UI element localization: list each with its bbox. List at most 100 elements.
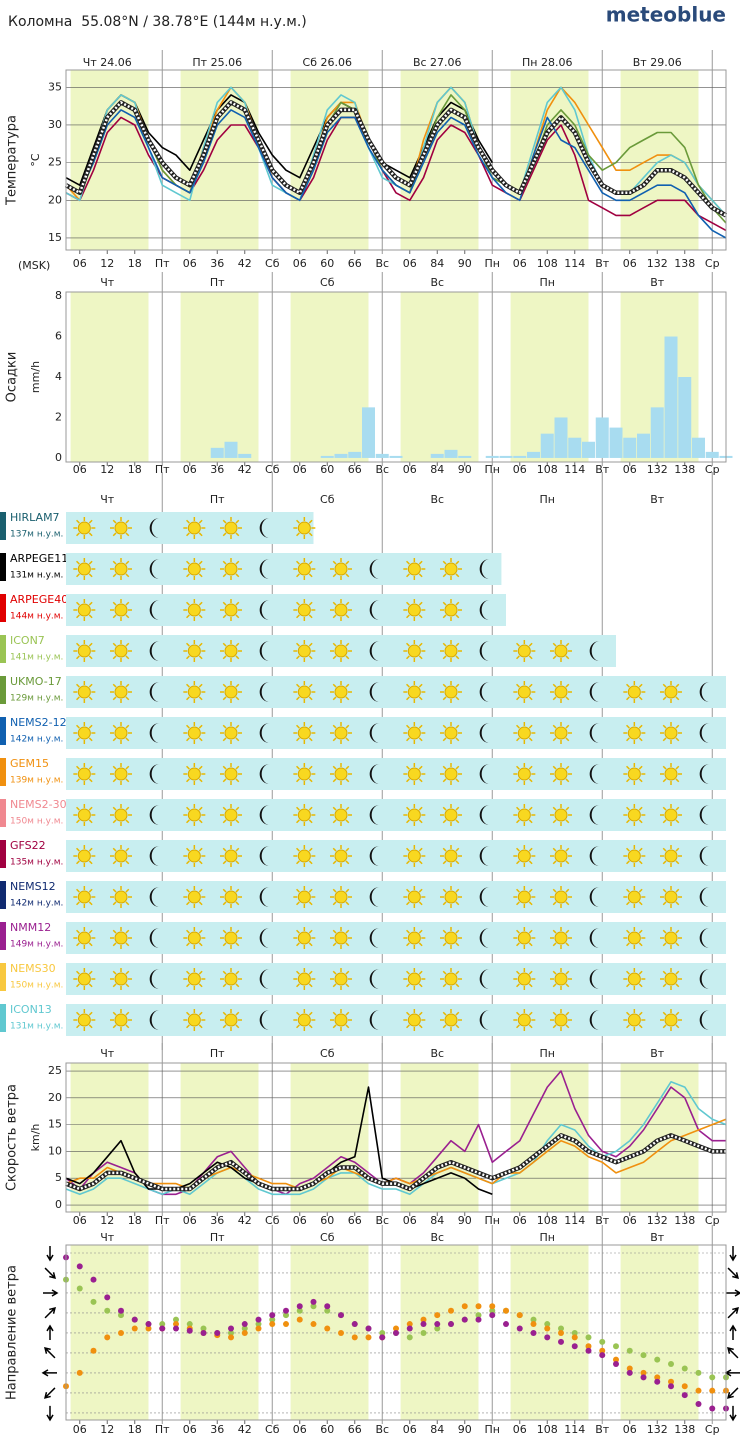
sun-icon — [73, 681, 96, 703]
sun-ray — [198, 655, 203, 660]
direction-point — [406, 1334, 413, 1341]
sun-icon — [73, 886, 96, 908]
sun-ray — [235, 778, 240, 783]
sun-ray — [332, 888, 337, 893]
x-tick-label: Сб — [265, 257, 280, 270]
x-tick-label: 108 — [537, 1214, 558, 1227]
sun-ray — [186, 929, 190, 934]
moon-icon — [149, 969, 160, 989]
sun-ray — [76, 860, 80, 865]
moon-icon — [259, 518, 270, 538]
sun-ray — [186, 901, 190, 906]
sun-ray — [76, 819, 80, 824]
moon-icon — [479, 559, 490, 579]
sun-ray — [565, 765, 570, 770]
direction-arrow — [46, 1245, 54, 1262]
precip-bar — [650, 407, 664, 458]
sun-icon — [220, 640, 242, 662]
precip-bar — [348, 451, 362, 458]
moon-icon — [699, 764, 710, 784]
sun-ray — [76, 1011, 80, 1016]
sun-ray — [308, 642, 313, 647]
sun-ray — [186, 696, 190, 701]
sun-ray — [235, 696, 240, 701]
sun-ray — [528, 683, 533, 688]
sun-disc — [224, 767, 238, 781]
sun-disc — [77, 767, 91, 781]
sun-ray — [552, 1011, 557, 1016]
precip-bar — [609, 427, 623, 458]
sun-ray — [565, 860, 570, 865]
sun-icon — [73, 722, 96, 744]
direction-point — [145, 1325, 152, 1332]
sun-ray — [125, 519, 130, 524]
x-tick-label: Пт — [155, 1423, 170, 1436]
sun-disc — [407, 726, 421, 740]
direction-point — [118, 1312, 124, 1319]
sun-ray — [112, 573, 117, 578]
model-swatch — [0, 676, 6, 704]
sun-ray — [112, 942, 117, 947]
model-name: ARPEGE40 — [10, 593, 68, 606]
y-axis-unit: km/h — [29, 1124, 42, 1152]
sun-ray — [76, 970, 80, 975]
sun-ray — [455, 560, 460, 565]
x-tick-label: 06 — [183, 1214, 197, 1227]
sun-ray — [552, 929, 557, 934]
x-tick-label: 84 — [430, 1423, 444, 1436]
sun-ray — [406, 655, 410, 660]
x-tick-label: 114 — [564, 463, 585, 476]
x-tick-label: 42 — [238, 257, 252, 270]
sun-disc — [407, 603, 421, 617]
direction-point — [406, 1325, 413, 1332]
sun-ray — [235, 983, 240, 988]
sun-ray — [222, 765, 227, 770]
sun-ray — [418, 929, 423, 934]
day-label: Пн — [540, 1047, 555, 1060]
sun-ray — [198, 724, 203, 729]
sun-ray — [198, 601, 203, 606]
sun-icon — [440, 845, 462, 867]
sun-disc — [114, 849, 128, 863]
sun-icon — [513, 640, 536, 662]
moon-icon — [479, 682, 490, 702]
direction-point — [269, 1316, 276, 1323]
x-tick-label: 84 — [430, 463, 444, 476]
sun-ray — [345, 573, 350, 578]
sun-ray — [112, 696, 117, 701]
precip-bar — [444, 449, 458, 458]
x-tick-label: 06 — [73, 1423, 87, 1436]
daylight-band — [400, 292, 479, 462]
moon-icon — [589, 723, 600, 743]
sun-icon — [440, 722, 462, 744]
sun-icon — [403, 845, 426, 867]
model-elevation: 149м н.у.м. — [10, 940, 63, 950]
sun-ray — [528, 901, 533, 906]
sun-icon — [110, 763, 132, 785]
sun-ray — [198, 765, 203, 770]
sun-ray — [76, 901, 80, 906]
day-label: Чт — [100, 493, 115, 506]
x-tick-label: Вс — [375, 1423, 389, 1436]
moon-icon — [259, 805, 270, 825]
sun-ray — [308, 519, 313, 524]
sun-icon — [330, 1009, 352, 1031]
sun-ray — [308, 860, 313, 865]
sun-icon — [110, 927, 132, 949]
model-swatch — [0, 799, 6, 827]
sun-ray — [332, 970, 337, 975]
sun-disc — [187, 931, 201, 945]
moon-icon — [369, 928, 380, 948]
sun-ray — [418, 819, 423, 824]
sun-icon — [660, 968, 682, 990]
model-swatch — [0, 717, 6, 745]
moon-icon — [149, 887, 160, 907]
sun-disc — [297, 767, 311, 781]
direction-point — [475, 1316, 482, 1323]
precip-bar — [554, 417, 568, 458]
sun-ray — [675, 737, 680, 742]
sun-ray — [418, 696, 423, 701]
sun-disc — [517, 972, 531, 986]
sun-ray — [112, 724, 117, 729]
sun-icon — [513, 927, 536, 949]
